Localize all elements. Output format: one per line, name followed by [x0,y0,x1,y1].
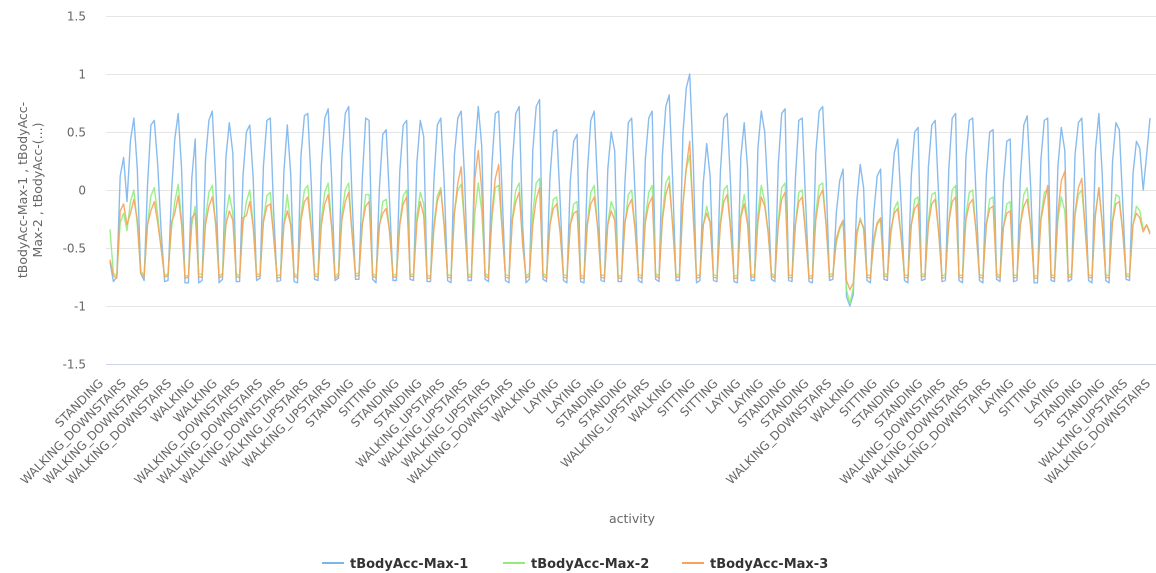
legend-label: tBodyAcc-Max-1 [350,557,468,572]
y-tick-label: 0 [78,184,86,198]
y-tick-label: -0.5 [63,242,86,256]
x-axis-title: activity [609,511,656,526]
x-axis-tick-labels: STANDINGWALKING_DOWNSTAIRSWALKING_DOWNST… [18,376,1153,487]
legend-label: tBodyAcc-Max-3 [710,557,828,572]
y-axis-title: tBodyAcc-Max-1 , tBodyAcc-Max-2 , tBodyA… [15,102,45,278]
legend-item-1[interactable]: tBodyAcc-Max-1 [322,557,468,572]
y-axis-tick-labels: 1.5 1 0.5 0 -0.5 -1 -1.5 [63,10,86,372]
y-tick-label: 1 [78,68,86,82]
y-tick-label: 0.5 [67,126,86,140]
legend-item-3[interactable]: tBodyAcc-Max-3 [682,557,828,572]
plot-series [109,73,1151,307]
legend-item-2[interactable]: tBodyAcc-Max-2 [503,557,649,572]
y-axis-title-line: tBodyAcc-Max-1 , tBodyAcc- [15,102,30,278]
series-line-3 [109,140,1151,291]
y-tick-label: 1.5 [67,10,86,24]
y-tick-label: -1.5 [63,358,86,372]
legend[interactable]: tBodyAcc-Max-1 tBodyAcc-Max-2 tBodyAcc-Max… [322,557,828,572]
y-tick-label: -1 [74,300,86,314]
legend-label: tBodyAcc-Max-2 [531,557,649,572]
y-axis-title-line: Max-2 , tBodyAcc-(...) [30,123,45,258]
series-line-1 [109,73,1151,307]
